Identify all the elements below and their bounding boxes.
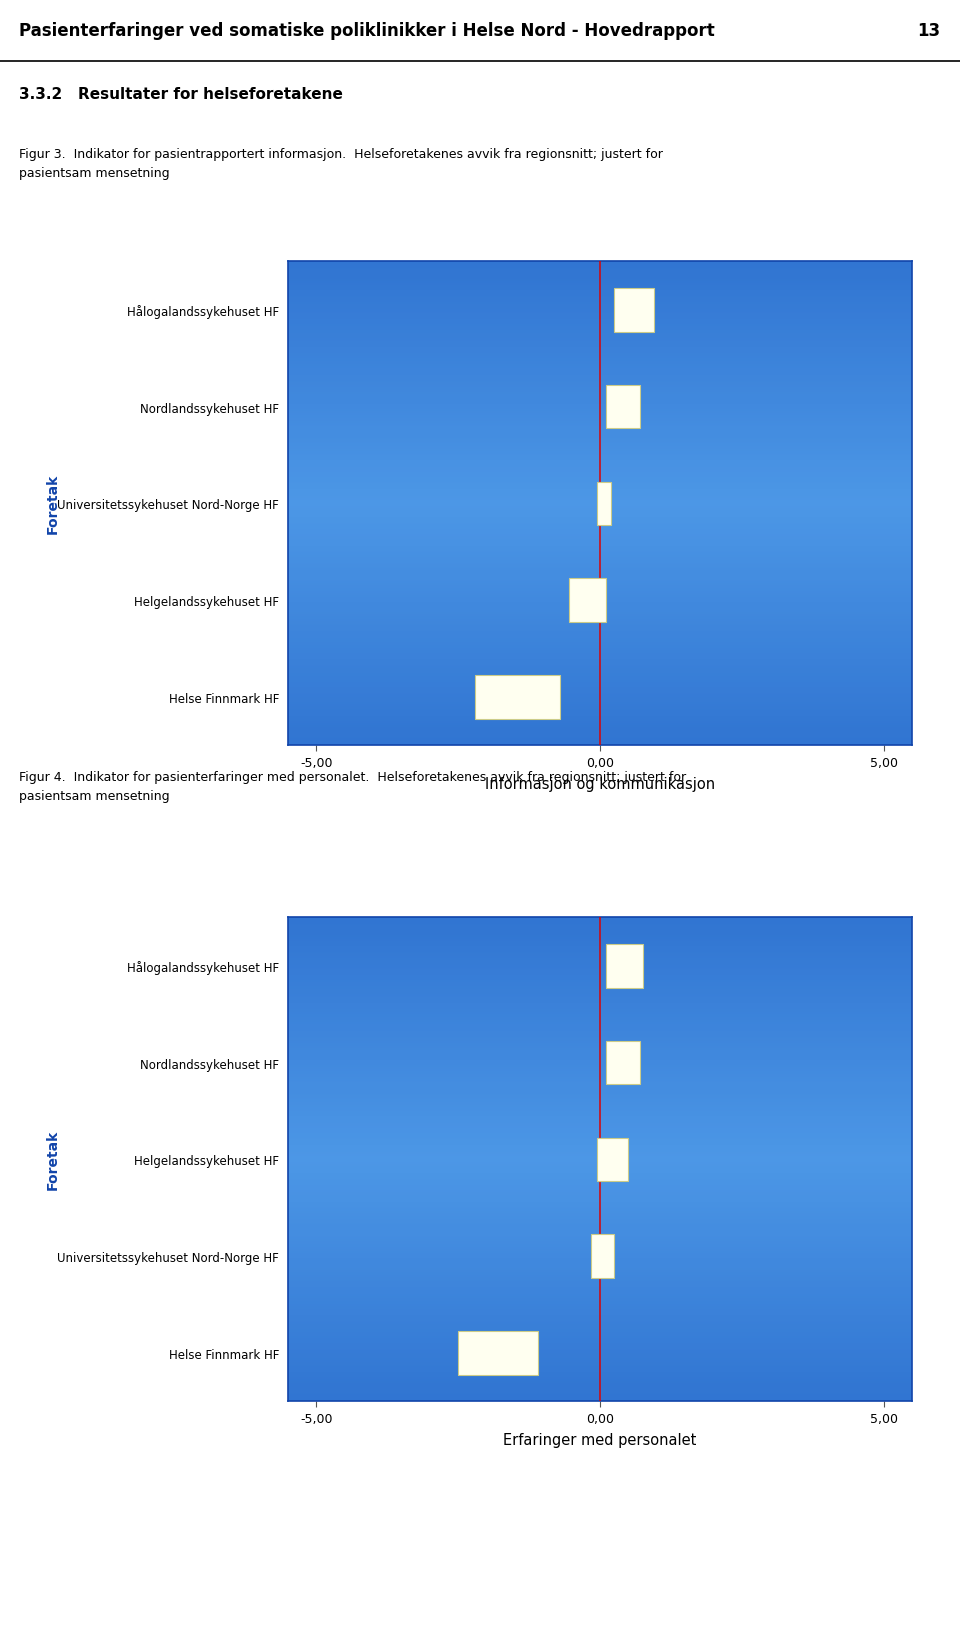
Bar: [288, 262, 912, 359]
Bar: [288, 1305, 912, 1401]
Bar: [614, 288, 654, 333]
Text: Figur 3.  Indikator for pasientrapportert informasjon.  Helseforetakenes avvik f: Figur 3. Indikator for pasientrapportert…: [19, 148, 663, 180]
Bar: [597, 1137, 629, 1182]
Text: Figur 4.  Indikator for pasienterfaringer med personalet.  Helseforetakenes avvi: Figur 4. Indikator for pasienterfaringer…: [19, 770, 686, 803]
Bar: [288, 1015, 912, 1111]
Bar: [568, 579, 606, 623]
Bar: [597, 482, 612, 526]
Bar: [288, 552, 912, 649]
Text: 13: 13: [918, 23, 941, 41]
Bar: [288, 918, 912, 1015]
Bar: [288, 649, 912, 746]
Text: 3.3.2   Resultater for helseforetakene: 3.3.2 Resultater for helseforetakene: [19, 87, 343, 102]
Bar: [606, 1041, 639, 1085]
X-axis label: Erfaringer med personalet: Erfaringer med personalet: [503, 1432, 697, 1447]
Text: Pasienterfaringer ved somatiske poliklinikker i Helse Nord - Hovedrapport: Pasienterfaringer ved somatiske poliklin…: [19, 23, 715, 41]
Bar: [288, 1208, 912, 1305]
Bar: [288, 456, 912, 552]
Bar: [288, 1111, 912, 1208]
X-axis label: Informasjon og kommunikasjon: Informasjon og kommunikasjon: [485, 777, 715, 792]
Text: Foretak: Foretak: [46, 474, 60, 534]
Bar: [288, 359, 912, 456]
Bar: [591, 1234, 614, 1278]
Bar: [606, 385, 639, 429]
Bar: [606, 944, 642, 988]
Bar: [458, 1331, 538, 1375]
Bar: [475, 675, 561, 720]
Text: Foretak: Foretak: [46, 1129, 60, 1190]
